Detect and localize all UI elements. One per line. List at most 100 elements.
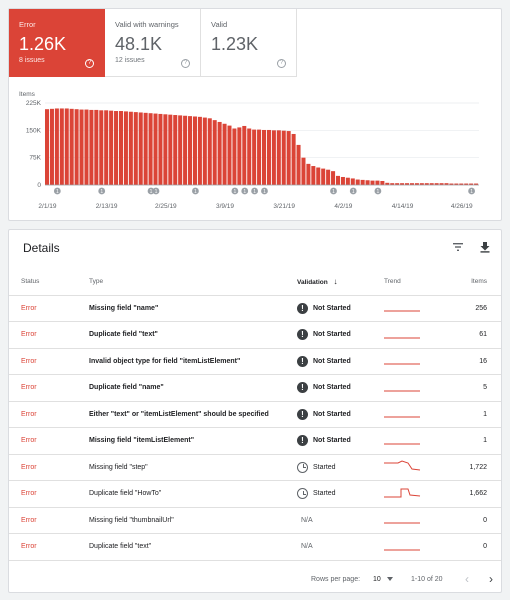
- row-validation: ! Not Started: [297, 295, 384, 322]
- row-status: Error: [9, 374, 89, 402]
- chevron-down-icon[interactable]: [387, 577, 393, 581]
- alert-icon: !: [297, 302, 308, 314]
- annotation-marker: [53, 187, 61, 195]
- download-icon[interactable]: [478, 240, 492, 254]
- table-row[interactable]: Error Missing field "name"! Not Started 256: [9, 295, 501, 322]
- chart-bar: [118, 111, 124, 185]
- row-validation-label: Not Started: [313, 357, 351, 365]
- annotation-marker-label: 1: [470, 189, 473, 195]
- chart-bar: [306, 163, 311, 185]
- row-validation-label: Started: [313, 490, 336, 498]
- annotation-marker: [192, 187, 199, 195]
- tile-valid-with-warnings[interactable]: Valid with warnings 48.1K 12 issues ?: [105, 9, 201, 77]
- chart-bar: [262, 129, 267, 185]
- clock-icon: [297, 461, 308, 473]
- table-row[interactable]: Error Duplicate field "text"! Not Started 6…: [9, 321, 501, 349]
- chevron-left-icon[interactable]: ‹: [465, 572, 469, 586]
- row-type: Duplicate field "text": [89, 533, 297, 561]
- chart-bar: [316, 167, 321, 185]
- chart-bar: [45, 109, 50, 185]
- row-items: 5: [451, 374, 501, 402]
- row-status: Error: [9, 507, 89, 534]
- row-type: Invalid object type for field "itemListE…: [89, 348, 297, 375]
- row-validation: ! Not Started: [297, 374, 384, 402]
- row-validation: N/A: [297, 533, 384, 561]
- chart-bar: [429, 183, 434, 185]
- filter-icon[interactable]: [451, 240, 465, 254]
- annotation-marker: [147, 187, 155, 195]
- col-type[interactable]: Type: [89, 268, 297, 296]
- table-row[interactable]: Error Missing field "step" Started 1,722: [9, 454, 501, 481]
- chart-bar: [222, 123, 227, 185]
- chart-bar: [419, 183, 424, 185]
- table-row[interactable]: Error Duplicate field "text" N/A 0: [9, 533, 501, 561]
- row-validation-label: Not Started: [313, 384, 351, 392]
- chart-bar: [345, 177, 350, 185]
- chevron-right-icon[interactable]: ›: [489, 572, 493, 586]
- row-status: Error: [9, 427, 89, 455]
- col-status[interactable]: Status: [9, 268, 89, 296]
- tile-label: Valid: [211, 20, 228, 29]
- row-trend: [384, 454, 451, 481]
- chart-bar: [360, 179, 365, 185]
- chart-bar: [128, 111, 133, 185]
- row-validation-label: N/A: [301, 516, 313, 524]
- chart-bar: [178, 115, 183, 185]
- chart-bar: [143, 112, 148, 185]
- x-tick-label: 2/1/19: [38, 203, 56, 210]
- chart-bar: [114, 111, 119, 185]
- help-icon[interactable]: ?: [277, 59, 286, 68]
- tile-valid[interactable]: Valid 1.23K ?: [201, 9, 297, 77]
- table-row[interactable]: Error Either "text" or "itemListElement" …: [9, 401, 501, 428]
- chart-bar: [99, 110, 104, 185]
- annotation-marker-label: 1: [233, 189, 236, 195]
- chart-bar: [266, 129, 271, 185]
- annotation-marker: [330, 187, 337, 195]
- chart-bar: [340, 176, 345, 185]
- annotation-marker-label: 1: [377, 189, 380, 195]
- chart-bar: [84, 109, 89, 185]
- chart-bar: [257, 129, 262, 185]
- col-validation[interactable]: Validation ↓: [297, 268, 384, 296]
- annotation-marker-label: 1: [352, 189, 355, 195]
- chart-bar: [74, 109, 79, 185]
- annotation-marker: [468, 187, 476, 195]
- row-status: Error: [9, 401, 89, 428]
- help-icon[interactable]: ?: [181, 59, 190, 68]
- tile-sub: 12 issues: [115, 57, 145, 64]
- overview-card: Error 1.26K 8 issues ? Valid with warnin…: [8, 8, 502, 221]
- table-row[interactable]: Error Duplicate field "name"! Not Started 5: [9, 374, 501, 402]
- trend-sparkline: [384, 488, 421, 498]
- x-tick-label: 4/2/19: [334, 203, 352, 210]
- chart-bar: [380, 180, 385, 185]
- chart-bar: [227, 125, 232, 185]
- chart-bar: [469, 183, 474, 185]
- col-items[interactable]: Items: [451, 268, 501, 296]
- rows-per-page-select[interactable]: 10: [373, 576, 381, 583]
- annotation-marker: [152, 187, 160, 195]
- annotation-marker-label: 1: [150, 189, 153, 195]
- table-row[interactable]: Error Missing field "thumbnailUrl" N/A 0: [9, 507, 501, 534]
- row-trend: [384, 295, 451, 322]
- chart-bar: [242, 125, 247, 185]
- chart-bar: [326, 169, 331, 185]
- help-icon[interactable]: ?: [85, 59, 94, 68]
- row-trend: [384, 321, 451, 349]
- row-trend: [384, 507, 451, 534]
- tile-error[interactable]: Error 1.26K 8 issues ?: [9, 9, 105, 77]
- table-row[interactable]: Error Missing field "itemListElement"! Not…: [9, 427, 501, 455]
- tile-sub: 8 issues: [19, 57, 45, 64]
- row-status: Error: [9, 480, 89, 508]
- x-tick-label: 3/21/19: [273, 203, 295, 210]
- table-row[interactable]: Error Duplicate field "HowTo" Started 1,662: [9, 480, 501, 508]
- row-validation-label: Not Started: [313, 437, 351, 445]
- tile-value: 1.23K: [211, 34, 259, 54]
- chart-bar: [123, 111, 128, 185]
- row-validation: ! Not Started: [297, 348, 384, 375]
- row-trend: [384, 374, 451, 402]
- row-validation: ! Not Started: [297, 321, 384, 349]
- table-row[interactable]: Error Invalid object type for field "item…: [9, 348, 501, 375]
- row-validation-label: Not Started: [313, 304, 351, 312]
- chart-bar: [321, 168, 326, 185]
- chart-bar: [301, 157, 306, 185]
